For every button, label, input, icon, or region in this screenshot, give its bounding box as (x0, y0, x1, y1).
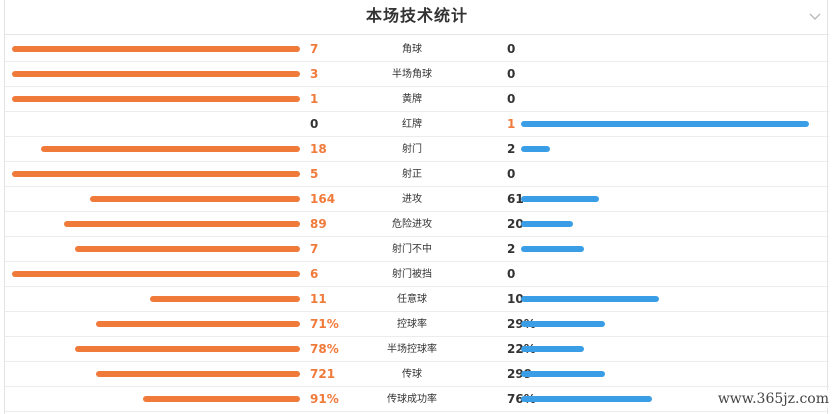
stat-label: 传球 (402, 369, 422, 380)
stat-row: 71%控球率29% (5, 312, 829, 337)
away-bar (521, 121, 809, 127)
away-value: 10 (507, 292, 524, 306)
stat-row: 6 射门被挡 0 (5, 262, 829, 287)
stat-row: 1 黄牌 0 (5, 87, 829, 112)
stat-row: 91%传球成功率76% (5, 387, 829, 412)
stat-label: 射门 (402, 144, 422, 155)
home-bar (96, 321, 300, 327)
home-bar (12, 96, 300, 102)
home-bar (12, 71, 300, 77)
away-value: 1 (507, 117, 516, 131)
away-value: 299 (507, 367, 533, 381)
home-value: 6 (310, 267, 319, 281)
home-bar (64, 221, 300, 227)
stat-label: 半场角球 (392, 69, 432, 80)
stat-row: 11 任意球 10 (5, 287, 829, 312)
stat-label: 黄牌 (402, 94, 422, 105)
home-bar (12, 171, 300, 177)
home-bar (12, 46, 300, 52)
home-value: 0 (310, 117, 319, 131)
stats-panel: 本场技术统计 7 角球 0 3 半场角球 0 1 黄牌 0 0 红牌 1 18 射门 2 5 射正 0 164 进攻 6… (4, 0, 829, 414)
home-bar (96, 371, 300, 377)
away-value: 61 (507, 192, 524, 206)
home-bar (75, 346, 300, 352)
away-bar (521, 221, 573, 227)
stat-label: 红牌 (402, 119, 422, 130)
home-value: 5 (310, 167, 319, 181)
home-bar (150, 296, 300, 302)
watermark-text: www.365jz.com (714, 390, 832, 408)
stat-row: 164 进攻 61 (5, 187, 829, 212)
away-value: 0 (507, 267, 516, 281)
away-bar (521, 371, 605, 377)
away-bar (521, 146, 550, 152)
stat-label: 控球率 (397, 319, 427, 330)
home-value: 3 (310, 67, 319, 81)
stat-row: 5 射正 0 (5, 162, 829, 187)
home-value: 7 (310, 42, 319, 56)
home-value: 1 (310, 92, 319, 106)
home-value: 11 (310, 292, 327, 306)
chevron-down-icon[interactable] (805, 6, 825, 26)
away-value: 2 (507, 242, 516, 256)
stat-row: 89 危险进攻 20 (5, 212, 829, 237)
stat-label: 危险进攻 (392, 219, 432, 230)
stat-row: 0 红牌 1 (5, 112, 829, 137)
home-value: 18 (310, 142, 327, 156)
home-bar (90, 196, 300, 202)
away-bar (521, 246, 584, 252)
stat-row: 7 射门不中 2 (5, 237, 829, 262)
away-value: 20 (507, 217, 524, 231)
away-value: 2 (507, 142, 516, 156)
home-bar (41, 146, 300, 152)
home-value: 91% (310, 392, 339, 406)
home-value: 78% (310, 342, 339, 356)
stat-label: 进攻 (402, 194, 422, 205)
stat-label: 任意球 (397, 294, 427, 305)
stat-row: 78%半场控球率22% (5, 337, 829, 362)
home-value: 721 (310, 367, 336, 381)
away-value: 0 (507, 92, 516, 106)
away-bar (521, 296, 659, 302)
away-value: 0 (507, 167, 516, 181)
stats-list: 7 角球 0 3 半场角球 0 1 黄牌 0 0 红牌 1 18 射门 2 5 射正 0 164 进攻 61 89 危险进攻… (5, 37, 829, 412)
away-bar (521, 196, 599, 202)
away-value: 0 (507, 67, 516, 81)
stat-row: 721 传球 299 (5, 362, 829, 387)
stats-header: 本场技术统计 (5, 0, 829, 35)
stat-label: 半场控球率 (387, 344, 437, 355)
away-bar (521, 321, 605, 327)
page-title: 本场技术统计 (365, 6, 468, 25)
home-value: 71% (310, 317, 339, 331)
away-bar (521, 396, 652, 402)
stat-label: 射门被挡 (392, 269, 432, 280)
stat-label: 射门不中 (392, 244, 432, 255)
home-value: 89 (310, 217, 327, 231)
away-value: 0 (507, 42, 516, 56)
stat-label: 射正 (402, 169, 422, 180)
stat-row: 7 角球 0 (5, 37, 829, 62)
stat-row: 18 射门 2 (5, 137, 829, 162)
stat-row: 3 半场角球 0 (5, 62, 829, 87)
away-bar (521, 346, 584, 352)
home-bar (12, 271, 300, 277)
home-value: 164 (310, 192, 336, 206)
stat-label: 角球 (402, 44, 422, 55)
home-bar (143, 396, 300, 402)
stat-label: 传球成功率 (387, 394, 437, 405)
home-value: 7 (310, 242, 319, 256)
home-bar (75, 246, 300, 252)
